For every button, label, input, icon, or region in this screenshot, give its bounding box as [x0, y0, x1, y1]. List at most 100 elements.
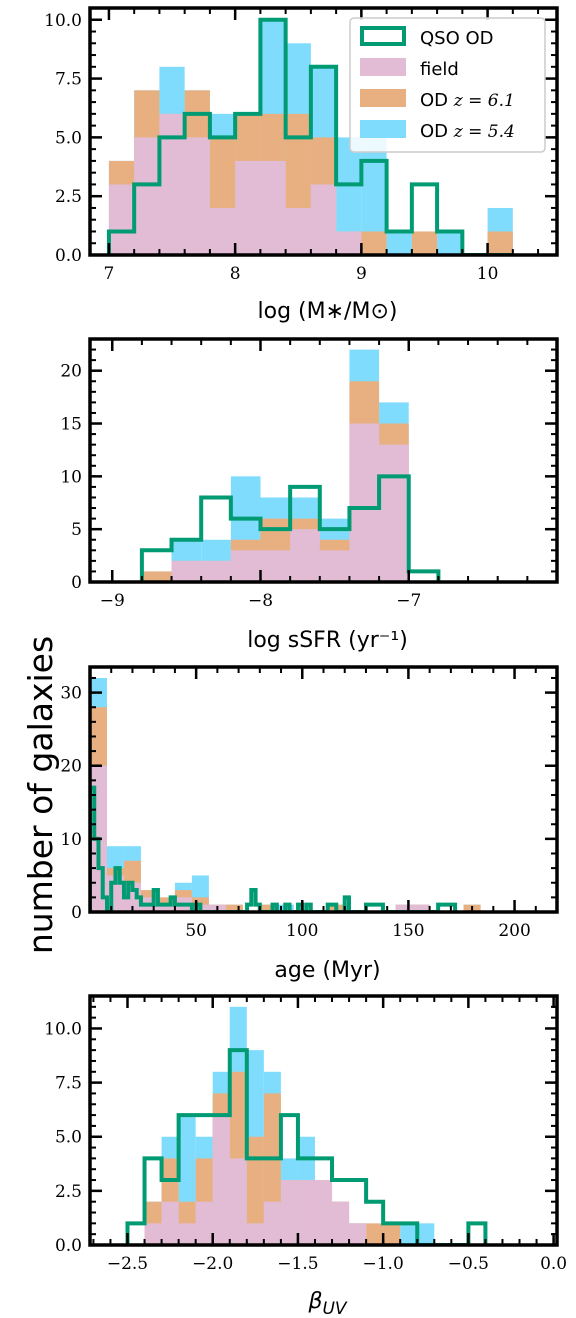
bar-field-7	[319, 550, 350, 582]
x-axis-label: age (Myr)	[274, 958, 380, 983]
y-tick-label: 10	[60, 467, 82, 487]
legend-label-field: field	[420, 59, 459, 80]
bar-field-2	[171, 560, 202, 582]
legend-swatch-od-z-5-4	[360, 120, 406, 138]
bar-field-19	[395, 904, 413, 912]
bar-field-3	[161, 1201, 179, 1245]
x-tick-label: −0.5	[448, 1254, 489, 1274]
x-tick-label: −9	[100, 591, 125, 611]
x-tick-label: −2.0	[192, 1254, 233, 1274]
plot-area	[90, 677, 481, 912]
step-line-qso-od	[90, 785, 458, 912]
legend: QSO OD field OD z = 6.1 OD z = 5.4	[349, 17, 546, 153]
legend-box	[349, 17, 546, 153]
y-tick-label: 10.0	[44, 11, 82, 31]
y-tick-label: 0.0	[55, 246, 82, 266]
legend-label-qso-od: QSO OD	[420, 28, 494, 49]
bar-field-6	[235, 160, 261, 255]
x-axis-label: log sSFR (yr⁻¹)	[247, 628, 408, 653]
plot-area	[106, 17, 513, 255]
bar-field-10	[336, 231, 362, 255]
bar-field-6	[290, 529, 320, 582]
bar-od-z-5-4-12	[386, 231, 412, 255]
x-tick-label: 150	[392, 921, 424, 941]
y-tick-label: 20	[60, 757, 82, 777]
bar-od-z-6-1-11	[259, 904, 277, 912]
x-tick-label: −7	[396, 591, 421, 611]
chart-panel-4: −2.5 −2.0 −1.5 −1.0 −0.5 0.0 0.0 2.5 5.0 7.5 10.0 β…	[44, 994, 567, 1318]
bar-field-11	[297, 1180, 315, 1245]
bar-field-8	[349, 423, 380, 582]
bar-field-7	[260, 160, 286, 255]
y-tick-label: 2.5	[55, 1182, 82, 1202]
bar-od-z-6-1-13	[411, 231, 438, 255]
bar-field-1	[108, 184, 135, 255]
bar-field-13	[332, 1201, 350, 1245]
bar-field-8	[285, 207, 311, 255]
y-tick-label: 10	[60, 830, 82, 850]
bar-field-5	[209, 207, 236, 255]
y-tick-label: 7.5	[55, 1074, 82, 1094]
x-tick-label: −1.5	[277, 1254, 318, 1274]
y-tick-label: 5	[71, 520, 82, 540]
bar-field-14	[349, 1223, 367, 1245]
bar-field-3	[159, 113, 185, 255]
legend-label-od-z-6-1: OD z = 6.1	[420, 90, 515, 111]
y-tick-label: 15	[60, 415, 82, 435]
plot-frame	[88, 337, 559, 584]
bar-od-z-5-4-14	[437, 231, 463, 255]
y-tick-label: 2.5	[55, 187, 82, 207]
legend-swatch-field	[360, 58, 406, 76]
y-tick-label: 30	[60, 684, 82, 704]
y-tick-label: 0	[71, 903, 82, 923]
x-tick-label: −8	[248, 591, 273, 611]
y-tick-label: 10.0	[44, 1019, 82, 1039]
y-tick-label: 5.0	[55, 1128, 82, 1148]
plot-frame	[88, 994, 559, 1247]
x-tick-label: −1.0	[363, 1254, 404, 1274]
tick-marks	[89, 667, 558, 914]
bar-od-z-6-1-8	[246, 1136, 264, 1245]
x-tick-label: 100	[286, 921, 318, 941]
bar-od-z-6-1-15	[366, 1223, 384, 1245]
bar-field-6	[212, 1115, 230, 1245]
plot-frame	[88, 665, 559, 914]
x-tick-label: 200	[498, 921, 530, 941]
plot-area	[139, 349, 441, 582]
x-tick-label: 10	[477, 264, 499, 284]
bar-field-12	[314, 1180, 333, 1245]
bar-field-9	[263, 1201, 281, 1245]
x-tick-label: 50	[185, 921, 207, 941]
bar-field-20	[412, 904, 430, 912]
step-line-qso-od	[106, 17, 513, 255]
legend-swatch-qso-od	[360, 26, 406, 46]
bar-od-z-6-1-1	[141, 571, 172, 582]
bar-field-5	[260, 550, 291, 582]
x-tick-label: 8	[230, 264, 241, 284]
y-tick-label: 20	[60, 362, 82, 382]
legend-label-od-z-5-4: OD z = 5.4	[420, 121, 515, 142]
bar-field-10	[280, 1180, 298, 1245]
bar-field-4	[184, 137, 210, 255]
x-tick-label: 9	[356, 264, 367, 284]
x-tick-label: −2.5	[107, 1254, 148, 1274]
x-axis-label: log (M∗/M⊙)	[258, 299, 398, 324]
x-tick-label: 0.0	[540, 1254, 567, 1274]
plot-frame	[88, 6, 559, 257]
y-tick-label: 5.0	[55, 128, 82, 148]
bar-field-2	[144, 1223, 162, 1245]
y-tick-label: 7.5	[55, 70, 82, 90]
step-line-qso-od	[125, 1048, 488, 1245]
legend-swatch-od-z-6-1	[360, 89, 406, 107]
bar-field-8	[246, 1223, 264, 1245]
bar-field-4	[178, 1223, 196, 1245]
bar-od-z-5-4-17	[400, 1223, 418, 1245]
step-line-qso-od	[139, 474, 441, 582]
bar-field-7	[229, 1158, 247, 1245]
shared-y-axis-label: number of galaxies	[21, 636, 60, 954]
y-tick-label: 0	[71, 573, 82, 593]
bar-od-z-6-1-16	[487, 231, 513, 255]
bar-field-9	[310, 184, 337, 255]
y-tick-label: 0.0	[55, 1236, 82, 1256]
x-axis-label: βUV	[307, 1289, 347, 1318]
